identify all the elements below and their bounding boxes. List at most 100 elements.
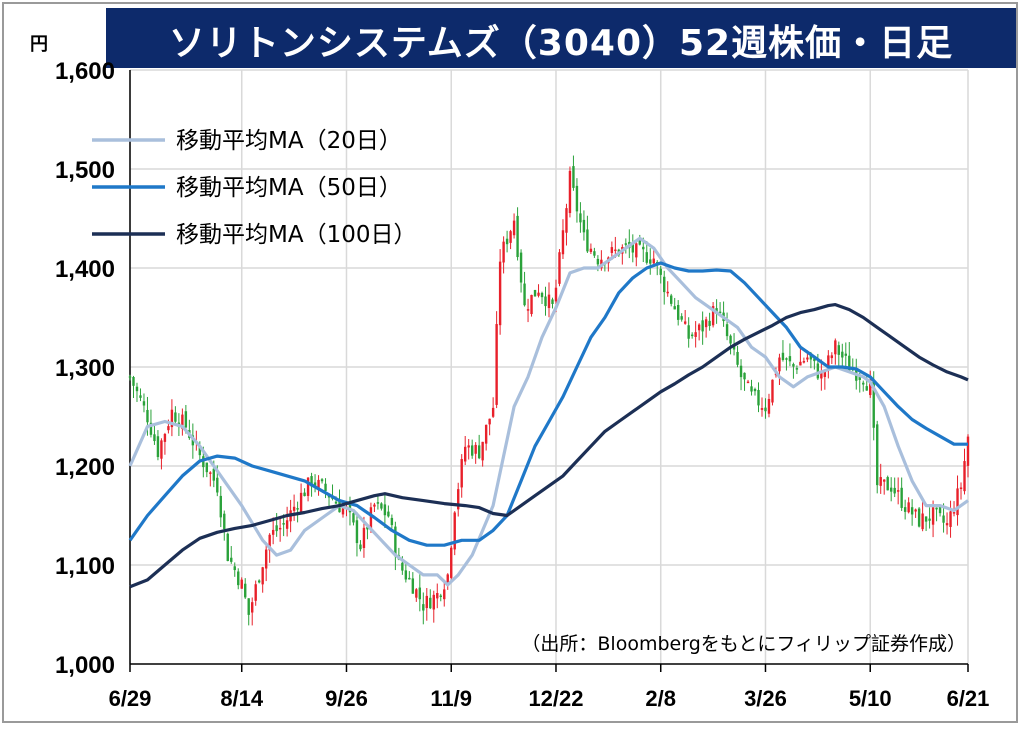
candle-body — [450, 547, 453, 578]
candle-body — [251, 602, 254, 613]
candle-body — [233, 566, 236, 571]
candle-body — [464, 446, 467, 462]
candle-body — [411, 578, 415, 594]
candle-body — [404, 570, 408, 580]
candle-body — [156, 436, 160, 458]
candle-body — [729, 335, 732, 344]
candle-body — [167, 426, 170, 431]
unit-label: 円 — [30, 34, 48, 55]
candle-body — [638, 238, 641, 245]
candle-body — [184, 411, 188, 428]
candle-body — [799, 361, 802, 366]
candle-body — [862, 382, 865, 385]
candle-body — [149, 422, 153, 435]
source-note: （出所：Bloombergをもとにフィリップ証券作成） — [521, 633, 966, 655]
candle-body — [282, 523, 285, 525]
candle-body — [275, 525, 278, 532]
candle-body — [422, 604, 425, 611]
candle-body — [663, 276, 666, 293]
candle-body — [285, 520, 289, 529]
candle-body — [271, 529, 275, 535]
candle-body — [481, 441, 484, 461]
legend: 移動平均MA（20日） 移動平均MA（50日） 移動平均MA（100日） — [92, 128, 416, 248]
candle-body — [568, 170, 572, 214]
candle-body — [886, 477, 889, 491]
ma-line-1 — [128, 261, 968, 547]
candle-body — [537, 292, 540, 296]
candle-body — [778, 357, 781, 372]
candle-body — [530, 294, 533, 315]
candle-body — [257, 580, 261, 583]
candle-body — [446, 574, 449, 586]
candle-body — [924, 516, 928, 522]
candle-body — [767, 398, 771, 414]
candle-body — [352, 513, 355, 523]
candle-body — [533, 290, 537, 297]
candle-body — [935, 507, 938, 510]
candle-body — [268, 534, 271, 551]
candle-body — [432, 594, 435, 610]
candle-body — [359, 544, 362, 550]
candle-body — [254, 584, 257, 601]
candle-body — [181, 414, 184, 429]
candle-body — [841, 351, 844, 358]
candle-body — [876, 424, 879, 486]
candle-body — [949, 511, 952, 527]
ma-line-0 — [128, 236, 969, 587]
candle-body — [743, 372, 746, 380]
candle-body — [457, 489, 460, 510]
candle-body — [132, 377, 135, 386]
candle-body — [865, 386, 868, 391]
candle-body — [883, 479, 886, 482]
candle-body — [771, 379, 774, 403]
candle-body — [792, 364, 795, 367]
candle-body — [963, 461, 966, 492]
candle-body — [544, 296, 547, 307]
candle-body — [153, 434, 156, 442]
candle-body — [401, 562, 404, 571]
candle-body — [519, 252, 523, 283]
x-tick-label: 2/8 — [645, 686, 676, 711]
candle-body — [383, 504, 387, 516]
candle-body — [209, 472, 212, 474]
candle-body — [163, 433, 167, 442]
candle-body — [701, 320, 704, 332]
candle-body — [844, 353, 847, 356]
candle-body — [750, 386, 753, 392]
candle-body — [341, 507, 345, 515]
candle-body — [205, 462, 209, 473]
candle-body — [624, 243, 628, 245]
candle-body — [907, 502, 910, 513]
candle-body — [443, 589, 446, 600]
y-tick-label: 1,600 — [55, 58, 115, 85]
candle-body — [327, 495, 331, 498]
candle-body — [474, 444, 477, 454]
candle-body — [952, 512, 956, 514]
candle-body — [858, 376, 861, 380]
candle-body — [872, 381, 875, 428]
candle-body — [687, 325, 690, 339]
candle-body — [376, 502, 380, 504]
candle-body — [408, 577, 411, 580]
candle-body — [509, 231, 512, 243]
y-tick-label: 1,000 — [55, 652, 115, 679]
candle-body — [593, 251, 596, 256]
legend-label: 移動平均MA（100日） — [176, 222, 416, 248]
candle-body — [910, 507, 914, 515]
candle-body — [806, 357, 809, 360]
candle-body — [453, 512, 456, 550]
candle-body — [896, 490, 900, 492]
ma-layer — [128, 236, 969, 589]
candle-body — [216, 477, 219, 493]
candle-body — [635, 243, 638, 258]
candle-body — [261, 567, 264, 585]
candle-body — [317, 479, 320, 490]
candle-body — [296, 508, 299, 510]
candle-body — [820, 372, 823, 379]
candle-body — [830, 355, 834, 359]
candle-body — [579, 213, 582, 223]
candle-body — [174, 412, 177, 422]
legend-label: 移動平均MA（20日） — [176, 128, 402, 154]
candle-body — [390, 517, 394, 526]
candle-body — [558, 252, 561, 284]
